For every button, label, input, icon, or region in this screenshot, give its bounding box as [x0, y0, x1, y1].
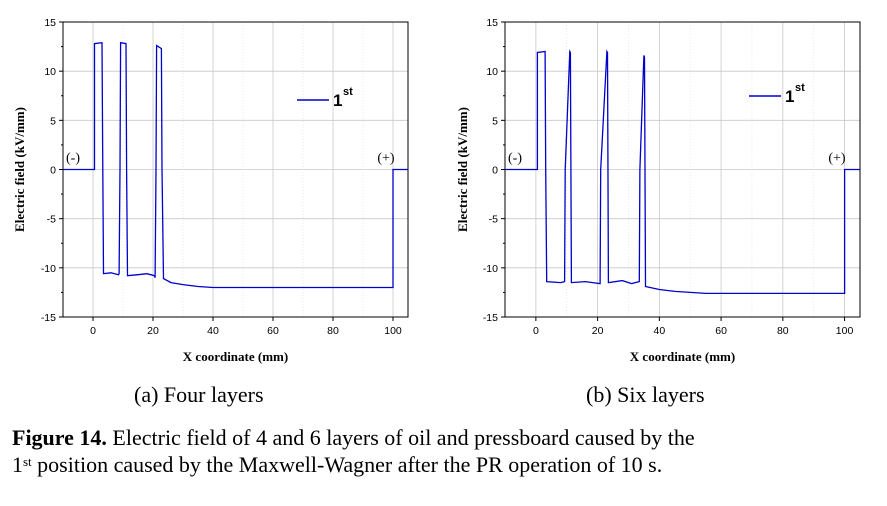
charta-xtick-label: 40 — [207, 325, 219, 337]
charta-ytick-label: 0 — [50, 165, 56, 177]
charta-annotation-negative: (-) — [66, 151, 80, 166]
charta-legend-label-sup: st — [343, 86, 353, 98]
caption-line2-rest: position caused by the Maxwell-Wagner af… — [31, 452, 663, 477]
charta-xlabel: X coordinate (mm) — [183, 349, 288, 364]
charta-ytick-label: 15 — [44, 17, 56, 29]
chartb-ylabel: Electric field (kV/mm) — [455, 107, 470, 232]
charta-annotation-positive: (+) — [377, 151, 395, 166]
chartb-ytick-label: 0 — [492, 165, 498, 177]
charta-ytick-label: -5 — [47, 214, 56, 226]
charta-ylabel: Electric field (kV/mm) — [12, 107, 27, 232]
chartb-ytick-label: -10 — [483, 263, 498, 275]
charta-ytick-label: 10 — [44, 66, 56, 78]
caption-line1: Electric field of 4 and 6 layers of oil … — [106, 425, 695, 450]
charta-xtick-label: 100 — [384, 325, 402, 337]
subplot-label-b: (b) Six layers — [586, 382, 705, 407]
subplot-label-a: (a) Four layers — [134, 382, 264, 407]
charta-legend-label: 1 — [333, 91, 342, 110]
caption-line2-start: 1 — [12, 452, 23, 477]
caption-prefix: Figure 14. — [12, 425, 107, 450]
chartb-annotation-positive: (+) — [828, 151, 846, 166]
chartb-xlabel: X coordinate (mm) — [630, 349, 735, 364]
charta-xtick-label: 80 — [327, 325, 339, 337]
charta-xtick-label: 0 — [90, 325, 96, 337]
chartb-ytick-label: 5 — [492, 115, 498, 127]
chartb-xtick-label: 80 — [777, 325, 789, 337]
chartb-annotation-negative: (-) — [508, 151, 522, 166]
chartb-xtick-label: 40 — [654, 325, 666, 337]
charta-ytick-label: -10 — [41, 263, 56, 275]
chartb-ytick-label: -5 — [489, 214, 498, 226]
chartb-ytick-label: 15 — [486, 17, 498, 29]
figure-caption: Figure 14. Electric field of 4 and 6 lay… — [12, 424, 882, 478]
charta-series-line — [63, 41, 408, 289]
chartb-xtick-label: 20 — [592, 325, 604, 337]
charta-ytick-label: -15 — [41, 312, 56, 324]
chartb-xtick-label: 0 — [533, 325, 539, 337]
charta-ytick-label: 5 — [50, 115, 56, 127]
chartb-xtick-label: 100 — [836, 325, 854, 337]
charta-xtick-label: 60 — [267, 325, 279, 337]
charta-xtick-label: 20 — [147, 325, 159, 337]
chartb-ytick-label: 10 — [486, 66, 498, 78]
chartb-xtick-label: 60 — [715, 325, 727, 337]
caption-line2-sup: st — [23, 454, 32, 469]
chartb-ytick-label: -15 — [483, 312, 498, 324]
chartb-legend-label-sup: st — [795, 82, 805, 94]
chartb-legend-label: 1 — [785, 87, 794, 106]
chartb-series-line — [505, 49, 860, 295]
